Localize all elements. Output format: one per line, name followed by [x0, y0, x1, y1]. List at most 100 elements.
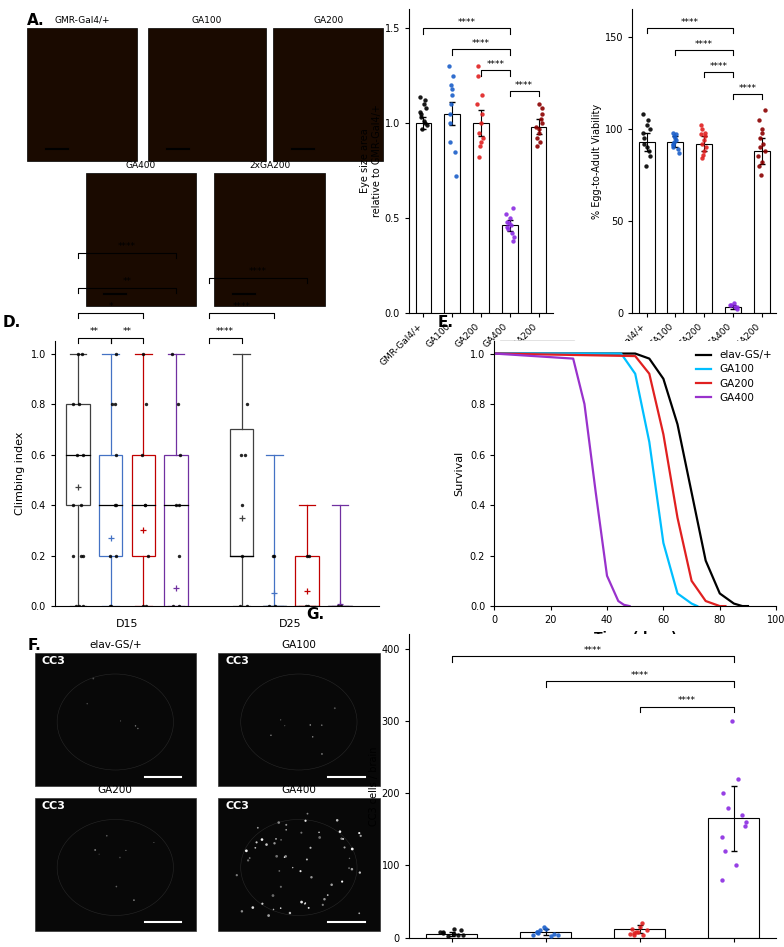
Point: [730, 858, 742, 873]
GA400: [619, 599, 629, 611]
Text: ****: ****: [249, 267, 267, 276]
Point: [173, 599, 186, 614]
FancyBboxPatch shape: [86, 173, 196, 307]
GA400: [591, 487, 601, 498]
Point: [474, 138, 486, 153]
Point: [110, 497, 122, 512]
Point: [235, 548, 248, 563]
GA200: [687, 575, 696, 586]
Point: [415, 110, 427, 125]
Line: GA100: GA100: [494, 353, 697, 606]
Point: [536, 116, 549, 131]
Point: [548, 926, 561, 941]
Point: [444, 134, 456, 150]
Point: [448, 926, 460, 941]
GA200: [720, 600, 730, 612]
Point: [475, 116, 488, 131]
Line: elav-GS/+: elav-GS/+: [494, 353, 748, 606]
X-axis label: Time (days): Time (days): [593, 631, 677, 644]
Bar: [520, 932, 572, 938]
Point: [436, 925, 448, 940]
Point: [448, 921, 460, 937]
FancyBboxPatch shape: [34, 652, 196, 786]
Point: [476, 87, 488, 102]
Point: [752, 149, 764, 164]
GA100: [673, 588, 682, 599]
Point: [527, 928, 539, 943]
Point: [418, 97, 430, 112]
Point: [473, 150, 485, 165]
Text: ****: ****: [677, 696, 695, 706]
Point: [756, 121, 768, 136]
Point: [716, 872, 728, 887]
Point: [503, 210, 516, 225]
Bar: [426, 934, 477, 938]
Point: [530, 119, 543, 134]
Text: ****: ****: [118, 241, 136, 251]
FancyBboxPatch shape: [148, 27, 266, 161]
Point: [753, 139, 766, 154]
Point: [434, 924, 446, 939]
Point: [234, 447, 247, 462]
FancyBboxPatch shape: [66, 404, 89, 505]
Point: [104, 548, 117, 563]
Text: GA400: GA400: [126, 161, 156, 170]
Point: [109, 497, 122, 512]
Point: [531, 925, 543, 940]
FancyBboxPatch shape: [230, 429, 253, 556]
Point: [637, 125, 649, 140]
Point: [540, 921, 553, 937]
Point: [445, 81, 458, 97]
Line: GA400: GA400: [494, 353, 630, 606]
elav-GS/+: [687, 487, 696, 498]
elav-GS/+: [738, 600, 747, 612]
Text: GA100: GA100: [192, 15, 223, 25]
GA400: [614, 596, 623, 607]
GA400: [579, 399, 589, 410]
GA100: [630, 368, 640, 380]
Point: [106, 397, 118, 412]
Point: [667, 129, 680, 144]
Point: [699, 125, 711, 140]
Point: [626, 921, 638, 937]
Point: [726, 713, 739, 728]
Point: [716, 829, 728, 844]
Text: D.: D.: [3, 315, 21, 331]
Point: [538, 920, 550, 935]
Point: [140, 599, 153, 614]
GA100: [692, 600, 702, 612]
elav-GS/+: [701, 555, 710, 566]
Point: [139, 497, 151, 512]
Text: **: **: [89, 328, 99, 336]
Point: [505, 218, 517, 233]
FancyBboxPatch shape: [218, 798, 379, 932]
Point: [335, 599, 347, 614]
Point: [531, 131, 543, 146]
FancyBboxPatch shape: [296, 556, 319, 606]
GA200: [701, 596, 710, 607]
Point: [637, 136, 650, 152]
Point: [415, 106, 427, 121]
Text: ****: ****: [681, 18, 699, 27]
Point: [732, 771, 745, 786]
Point: [136, 599, 149, 614]
Point: [332, 599, 344, 614]
Point: [698, 143, 710, 158]
Point: [241, 397, 253, 412]
Point: [756, 125, 768, 140]
Bar: [708, 818, 760, 938]
Point: [755, 168, 768, 183]
Point: [500, 220, 513, 235]
Point: [110, 447, 122, 462]
Point: [531, 924, 543, 939]
Point: [241, 599, 253, 614]
Point: [70, 599, 82, 614]
Point: [67, 397, 79, 412]
Point: [445, 97, 457, 112]
Point: [731, 299, 743, 314]
Point: [695, 117, 707, 133]
Point: [136, 346, 149, 361]
Text: D15: D15: [116, 619, 138, 630]
Point: [506, 201, 519, 216]
Point: [499, 206, 512, 222]
